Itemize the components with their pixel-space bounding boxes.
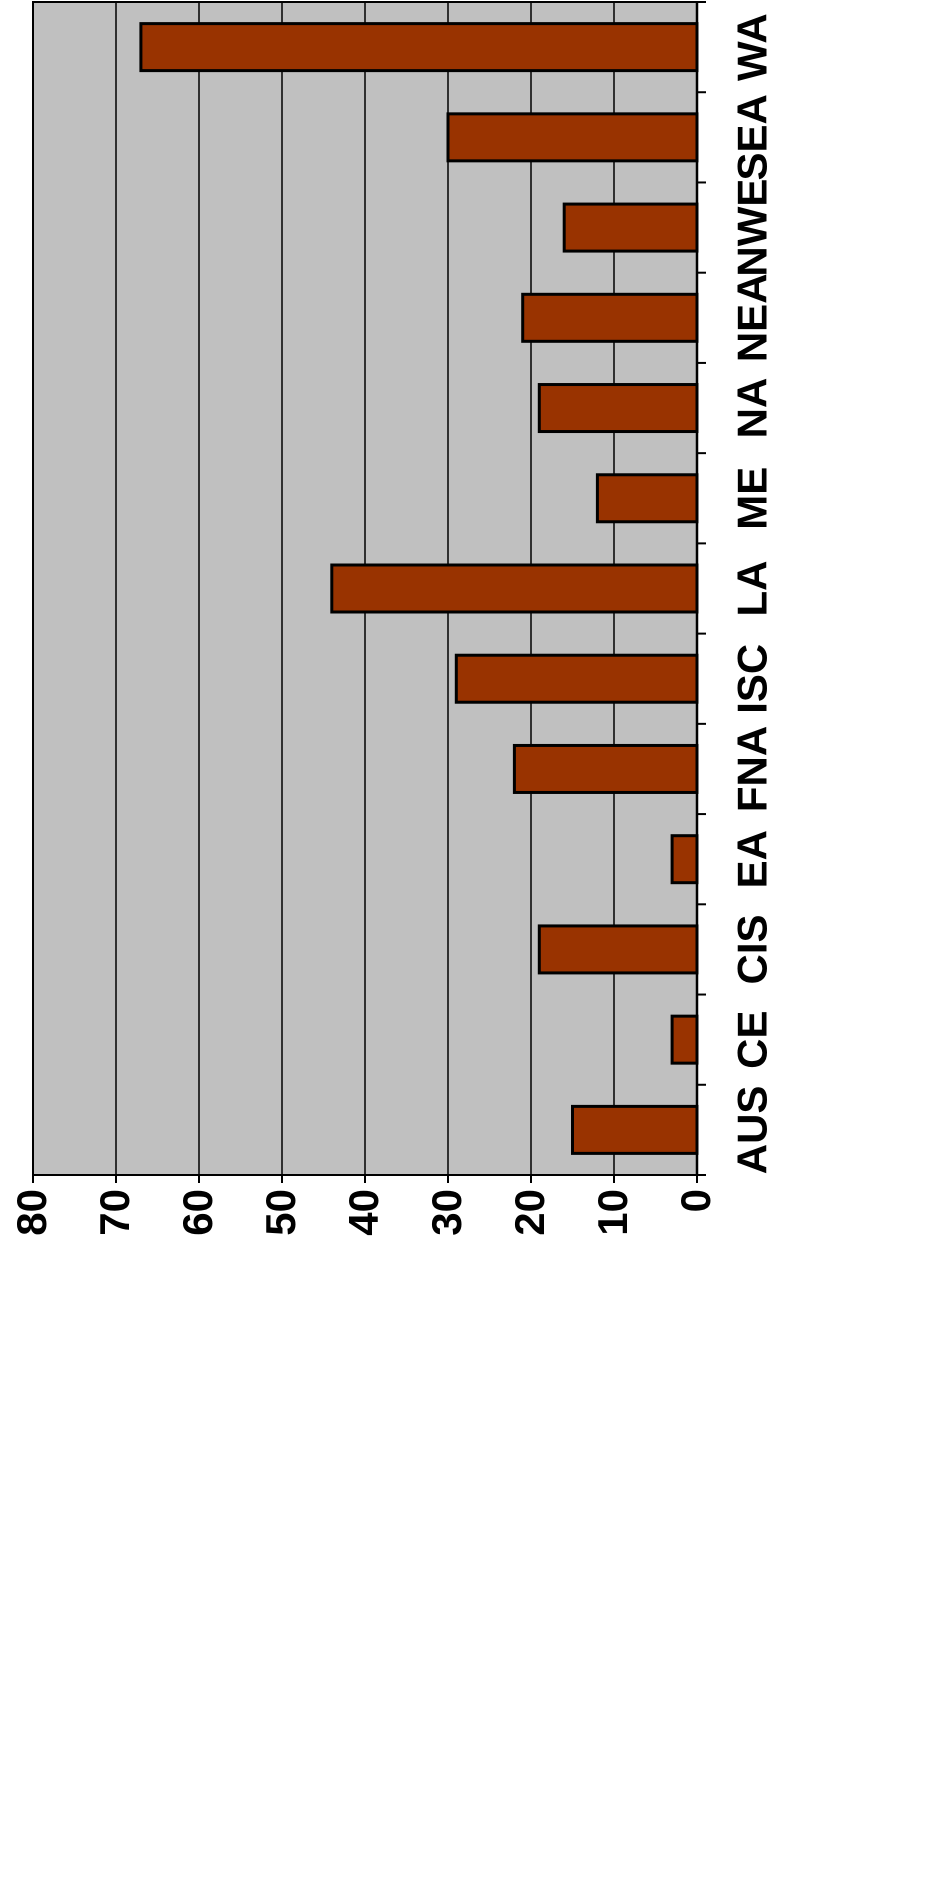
value-tick-label: 30 — [423, 1189, 470, 1236]
bar-me — [595, 473, 699, 524]
bar-isc — [454, 653, 699, 704]
gridlines — [32, 2, 615, 1175]
bar-sea — [446, 112, 699, 163]
category-label-wa: WA — [729, 13, 776, 81]
value-tick-label: 10 — [589, 1189, 636, 1236]
category-label-aus: AUS — [729, 1086, 776, 1175]
bar-wa — [139, 22, 699, 73]
category-label-nea: NEA — [729, 273, 776, 362]
category-label-fna: FNA — [729, 726, 776, 812]
category-label-ea: EA — [729, 830, 776, 888]
bar-cis — [537, 924, 699, 975]
category-label-ce: CE — [729, 1010, 776, 1068]
bar-ea — [670, 834, 699, 885]
bar-nwe — [562, 202, 699, 253]
value-tick-labels: 0 10 20 30 40 50 60 70 80 — [8, 1175, 719, 1236]
category-label-nwe: NWE — [729, 179, 776, 277]
category-label-na: NA — [729, 378, 776, 439]
bar-la — [330, 563, 699, 614]
value-tick-label: 60 — [174, 1189, 221, 1236]
category-label-cis: CIS — [729, 914, 776, 984]
value-tick-label: 50 — [257, 1189, 304, 1236]
bar-ce — [670, 1014, 699, 1065]
bar-aus — [571, 1104, 699, 1155]
category-label-la: LA — [729, 561, 776, 617]
value-tick-label: 0 — [672, 1189, 719, 1212]
bar-nea — [521, 292, 699, 343]
value-tick-label: 70 — [91, 1189, 138, 1236]
category-label-sea: SEA — [729, 94, 776, 180]
category-tick-marks — [697, 1, 706, 1176]
category-label-me: ME — [729, 467, 776, 530]
bar-fna — [512, 743, 699, 794]
value-tick-label: 80 — [8, 1189, 55, 1236]
bar-na — [537, 383, 699, 434]
category-label-isc: ISC — [729, 644, 776, 714]
value-tick-label: 40 — [340, 1189, 387, 1236]
bars — [139, 22, 699, 1155]
value-tick-label: 20 — [506, 1189, 553, 1236]
